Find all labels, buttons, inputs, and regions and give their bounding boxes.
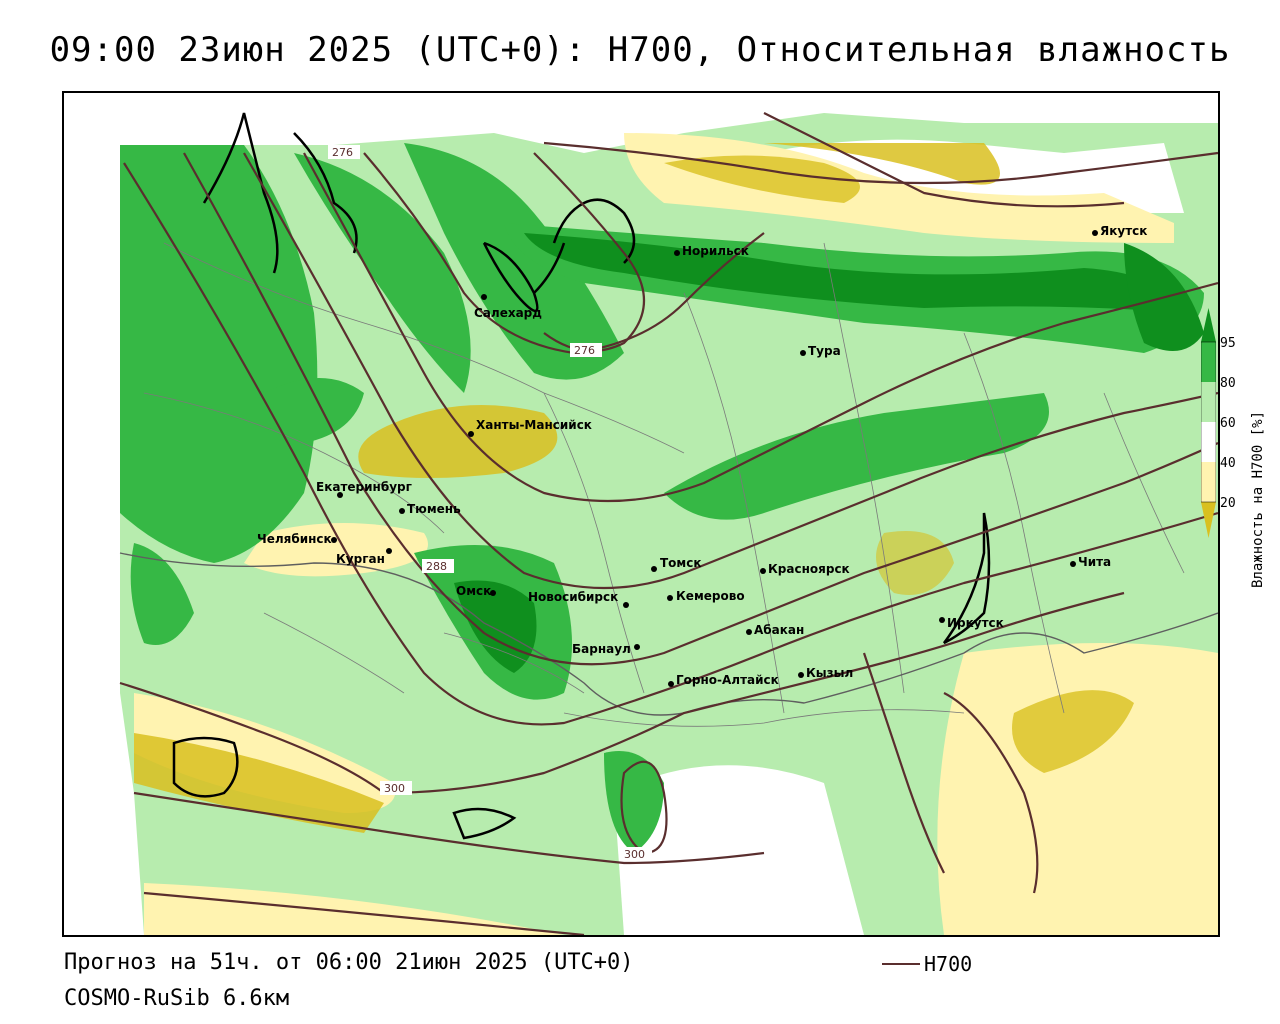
svg-text:Норильск: Норильск xyxy=(682,244,749,258)
colorbar-tick-20: 20 xyxy=(1220,496,1236,511)
city-salekhard: Салехард xyxy=(474,294,542,320)
city-tura: Тура xyxy=(800,344,841,358)
svg-text:Горно-Алтайск: Горно-Алтайск xyxy=(676,673,779,687)
colorbar-band-95 xyxy=(1201,342,1216,382)
city-ekaterinburg: Екатеринбург xyxy=(316,480,412,498)
city-novosibirsk: Новосибирск xyxy=(528,590,629,608)
colorbar-tick-40: 40 xyxy=(1220,456,1236,471)
city-abakan: Абакан xyxy=(746,623,804,637)
svg-text:Чита: Чита xyxy=(1078,555,1111,569)
colorbar-band-40 xyxy=(1201,462,1216,502)
cities: Салехард Норильск Якутск Тура Ханты-Манс… xyxy=(257,224,1147,687)
svg-text:Кемерово: Кемерово xyxy=(676,589,745,603)
svg-text:Абакан: Абакан xyxy=(754,623,804,637)
humidity-field xyxy=(120,113,1218,935)
svg-text:Челябинск: Челябинск xyxy=(257,532,332,546)
svg-text:Курган: Курган xyxy=(336,552,385,566)
svg-text:Тура: Тура xyxy=(808,344,841,358)
coastlines xyxy=(172,112,991,840)
city-norilsk: Норильск xyxy=(674,244,749,258)
isoline-label: 300 xyxy=(624,848,645,861)
city-omsk: Омск xyxy=(456,584,496,598)
colorbar-tick-60: 60 xyxy=(1220,416,1236,431)
isoline-label: 276 xyxy=(574,344,595,357)
city-chelyabinsk: Челябинск xyxy=(257,532,337,546)
colorbar-band-60 xyxy=(1201,422,1216,462)
svg-text:Екатеринбург: Екатеринбург xyxy=(316,480,412,494)
isoline-labels: 276 276 288 300 300 xyxy=(328,145,652,861)
map-canvas: 276 276 288 300 300 Салехард Норильск Як… xyxy=(119,112,1218,935)
svg-text:Барнаул: Барнаул xyxy=(572,642,631,656)
city-gorno-altaysk: Горно-Алтайск xyxy=(668,673,779,687)
colorbar-tick-95: 95 xyxy=(1220,336,1236,351)
svg-text:Иркутск: Иркутск xyxy=(947,616,1004,630)
isoline-label: 288 xyxy=(426,560,447,573)
map-area[interactable]: 276 276 288 300 300 Салехард Норильск Як… xyxy=(62,91,1220,937)
svg-text:Омск: Омск xyxy=(456,584,491,598)
colorbar-band-80 xyxy=(1201,382,1216,422)
svg-text:Ханты-Мансийск: Ханты-Мансийск xyxy=(476,418,592,432)
h700-legend-line xyxy=(882,963,920,965)
city-tomsk: Томск xyxy=(651,556,702,572)
svg-text:Томск: Томск xyxy=(660,556,702,570)
city-irkutsk: Иркутск xyxy=(939,616,1004,630)
colorbar-svg xyxy=(1200,308,1217,538)
colorbar xyxy=(1200,300,1217,560)
colorbar-title: Влажность на H700 [%] xyxy=(1250,410,1266,588)
h700-isolines xyxy=(119,112,1218,935)
svg-text:Красноярск: Красноярск xyxy=(768,562,850,576)
svg-text:Якутск: Якутск xyxy=(1100,224,1147,238)
colorbar-top-arrow xyxy=(1201,308,1216,342)
svg-text:Новосибирск: Новосибирск xyxy=(528,590,618,604)
h700-legend-label: H700 xyxy=(924,952,973,976)
city-krasnoyarsk: Красноярск xyxy=(760,562,850,576)
city-barnaul: Барнаул xyxy=(572,642,640,656)
colorbar-tick-80: 80 xyxy=(1220,376,1236,391)
city-kurgan: Курган xyxy=(336,548,392,566)
model-name: COSMO-RuSib 6.6км xyxy=(64,986,290,1011)
city-chita: Чита xyxy=(1070,555,1111,569)
svg-text:Тюмень: Тюмень xyxy=(407,502,461,516)
city-khanty-mansiysk: Ханты-Мансийск xyxy=(468,418,592,437)
city-kyzyl: Кызыл xyxy=(798,666,853,680)
isoline-label: 300 xyxy=(384,782,405,795)
city-kemerovo: Кемерово xyxy=(667,589,745,603)
isoline-label: 276 xyxy=(332,146,353,159)
colorbar-bottom-arrow xyxy=(1201,502,1216,538)
city-tyumen: Тюмень xyxy=(399,502,461,516)
forecast-info: Прогноз на 51ч. от 06:00 21июн 2025 (UTC… xyxy=(64,950,634,975)
svg-text:Салехард: Салехард xyxy=(474,306,542,320)
city-yakutsk: Якутск xyxy=(1092,224,1147,238)
svg-text:Кызыл: Кызыл xyxy=(806,666,853,680)
map-title: 09:00 23июн 2025 (UTC+0): H700, Относите… xyxy=(49,30,1231,70)
